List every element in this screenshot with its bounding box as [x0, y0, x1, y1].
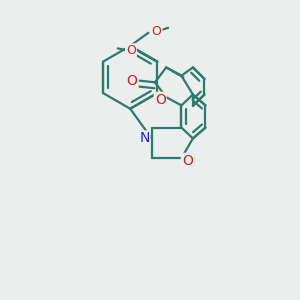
Text: O: O: [155, 93, 166, 107]
Text: O: O: [152, 25, 161, 38]
Text: O: O: [182, 154, 193, 168]
Text: O: O: [126, 44, 136, 57]
Text: O: O: [127, 74, 138, 88]
Text: N: N: [139, 131, 150, 146]
